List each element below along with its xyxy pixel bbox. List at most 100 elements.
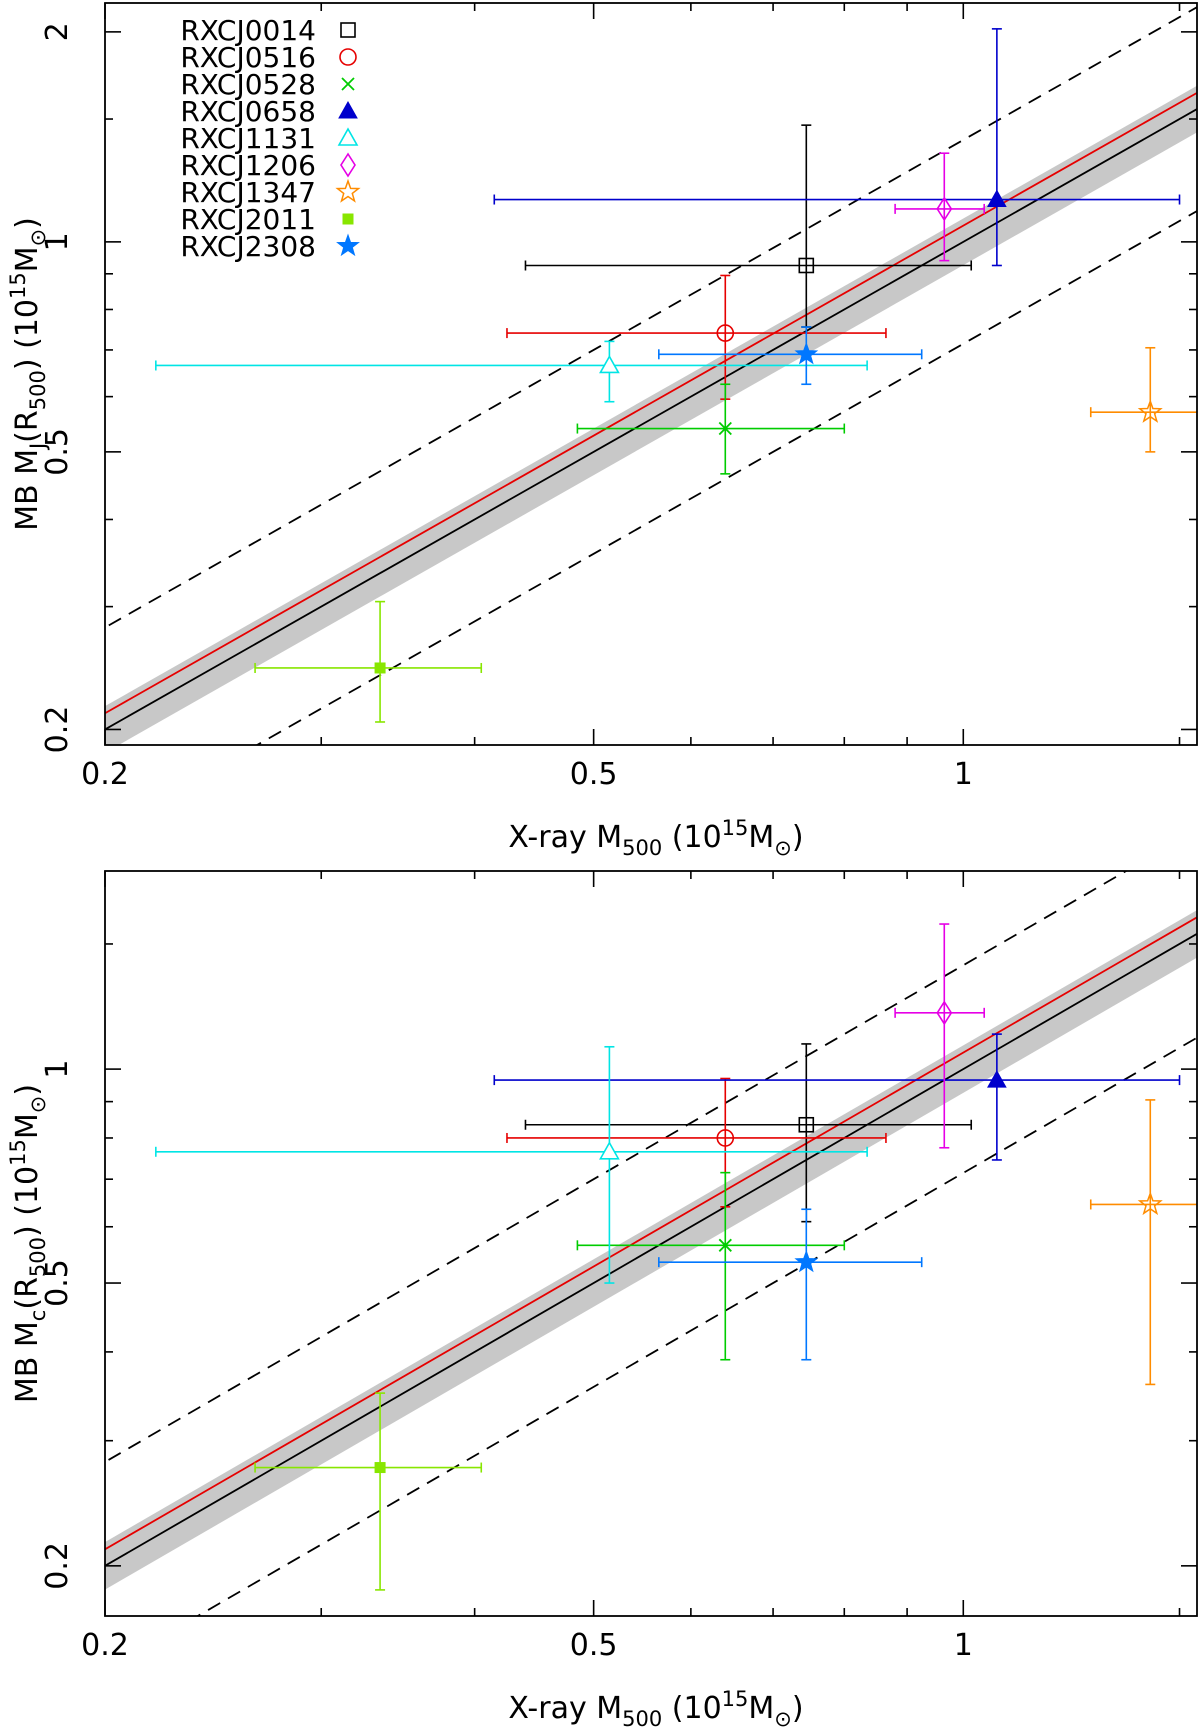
- data-point-rxcj1131: [155, 340, 868, 403]
- plot-area: [105, 6, 1197, 745]
- marker-open-circle: [716, 324, 735, 342]
- axis-ticks: [104, 3, 1197, 745]
- x-axis-title: X-ray M500 (1015M⊙): [508, 816, 803, 860]
- scatter-lower-line: [255, 209, 1197, 745]
- legend-marker-open-triangle: [337, 127, 359, 146]
- legend-marker-cross: [341, 77, 355, 91]
- legend-marker-open-circle: [339, 48, 357, 66]
- marker-open-circle: [716, 1129, 735, 1147]
- x-tick-label: 0.2: [81, 757, 129, 792]
- legend-label: RXCJ2011: [180, 203, 316, 236]
- y-tick-label: 1: [40, 1060, 75, 1079]
- legend-item-rxcj0516: RXCJ0516: [180, 41, 357, 74]
- marker-filled-square: [374, 1462, 386, 1474]
- legend-item-rxcj2011: RXCJ2011: [180, 203, 354, 236]
- legend-item-rxcj0658: RXCJ0658: [180, 95, 358, 128]
- legend-label: RXCJ0528: [180, 68, 316, 101]
- marker-open-triangle: [599, 1141, 620, 1160]
- x-tick-label: 0.5: [570, 1628, 618, 1663]
- data-point-rxcj1206: [894, 152, 986, 262]
- data-point-rxcj0528: [576, 1171, 846, 1361]
- legend-item-rxcj0528: RXCJ0528: [180, 68, 355, 101]
- data-point-rxcj0658: [493, 28, 1181, 267]
- one-to-one-line: [105, 932, 1197, 1567]
- legend-marker-open-star: [335, 178, 361, 203]
- marker-open-diamond: [936, 196, 953, 222]
- one-to-one-line: [105, 108, 1197, 731]
- data-point-rxcj2011: [254, 1392, 483, 1591]
- y-tick-label: 0.5: [40, 428, 75, 476]
- x-axis-title: X-ray M500 (1015M⊙): [508, 1687, 803, 1731]
- legend-label: RXCJ0014: [180, 14, 316, 47]
- marker-filled-star: [794, 1249, 819, 1273]
- plot-area: [105, 871, 1197, 1616]
- legend-item-rxcj1347: RXCJ1347: [180, 176, 361, 209]
- legend-item-rxcj2308: RXCJ2308: [180, 230, 360, 263]
- marker-filled-triangle: [987, 189, 1007, 208]
- y-axis-title: MB Mc(R500) (1015M⊙): [6, 1084, 50, 1403]
- plot-frame: [104, 2, 1198, 746]
- scatter-upper-line: [105, 871, 1128, 1464]
- data-point-rxcj0014: [524, 1043, 973, 1223]
- data-point-rxcj0014: [524, 124, 973, 328]
- marker-open-star: [1137, 399, 1163, 423]
- legend-marker-filled-star: [336, 233, 360, 257]
- y-tick-label: 0.2: [40, 706, 75, 754]
- data-point-rxcj0528: [576, 383, 846, 475]
- legend: RXCJ0014RXCJ0516RXCJ0528RXCJ0658RXCJ1131…: [180, 14, 361, 263]
- marker-filled-triangle: [987, 1070, 1007, 1088]
- data-point-rxcj2308: [658, 1208, 923, 1361]
- legend-label: RXCJ1131: [180, 122, 316, 155]
- legend-label: RXCJ2308: [180, 230, 316, 263]
- cross-stroke: [718, 421, 732, 436]
- cross-stroke: [718, 1238, 732, 1252]
- legend-label: RXCJ0516: [180, 41, 316, 74]
- chart-panel-1: 0.2 0.5 1 0.2 0.5 1 2 X-ray M500 (1015M⊙) MB MJ(…: [6, 2, 1198, 860]
- legend-marker-open-diamond: [340, 152, 356, 178]
- legend-marker-filled-square: [342, 213, 354, 225]
- data-point-rxcj2308: [658, 326, 923, 386]
- data-point-rxcj1347: [1089, 1099, 1197, 1386]
- legend-item-rxcj0014: RXCJ0014: [180, 14, 356, 47]
- cross-stroke: [341, 77, 355, 91]
- data-point-rxcj1206: [894, 923, 986, 1149]
- x-tick-label: 1: [954, 757, 973, 792]
- y-tick-label: 0.2: [40, 1542, 75, 1590]
- x-tick-label: 0.2: [81, 1628, 129, 1663]
- axis-ticks: [104, 871, 1197, 1616]
- y-tick-label: 2: [40, 22, 75, 41]
- plot-frame: [104, 870, 1198, 1617]
- marker-open-square: [798, 257, 815, 274]
- x-tick-label: 1: [954, 1628, 973, 1663]
- best-fit-line: [105, 91, 1197, 715]
- data-point-rxcj0658: [493, 1033, 1181, 1161]
- marker-open-star: [1137, 1191, 1163, 1216]
- y-tick-label: 1: [40, 232, 75, 251]
- fit-uncertainty-band: [105, 910, 1197, 1590]
- best-fit-line: [105, 916, 1197, 1551]
- legend-item-rxcj1206: RXCJ1206: [180, 149, 356, 182]
- y-axis-title: MB MJ(R500) (1015M⊙): [6, 217, 50, 531]
- marker-filled-square: [374, 662, 386, 674]
- scatter-lower-line: [195, 1036, 1197, 1616]
- y-tick-label: 0.5: [40, 1259, 75, 1307]
- marker-open-diamond: [936, 1000, 953, 1026]
- marker-open-square: [798, 1116, 815, 1133]
- legend-label: RXCJ1206: [180, 149, 316, 182]
- legend-item-rxcj1131: RXCJ1131: [180, 122, 359, 155]
- legend-marker-filled-triangle: [338, 100, 358, 119]
- x-tick-label: 0.5: [570, 757, 618, 792]
- data-point-rxcj2011: [254, 600, 483, 723]
- data-point-rxcj1131: [155, 1045, 868, 1284]
- data-point-rxcj0516: [506, 274, 887, 400]
- marker-cross: [718, 1238, 732, 1252]
- chart-panel-2: 0.2 0.5 1 0.2 0.5 1 X-ray M500 (1015M⊙) MB Mc(R…: [6, 870, 1198, 1731]
- fit-uncertainty-band: [105, 85, 1197, 745]
- legend-label: RXCJ1347: [180, 176, 316, 209]
- legend-label: RXCJ0658: [180, 95, 316, 128]
- data-point-rxcj1347: [1089, 346, 1197, 453]
- legend-marker-open-square: [340, 22, 356, 38]
- marker-filled-star: [794, 341, 819, 365]
- marker-open-triangle: [599, 354, 620, 374]
